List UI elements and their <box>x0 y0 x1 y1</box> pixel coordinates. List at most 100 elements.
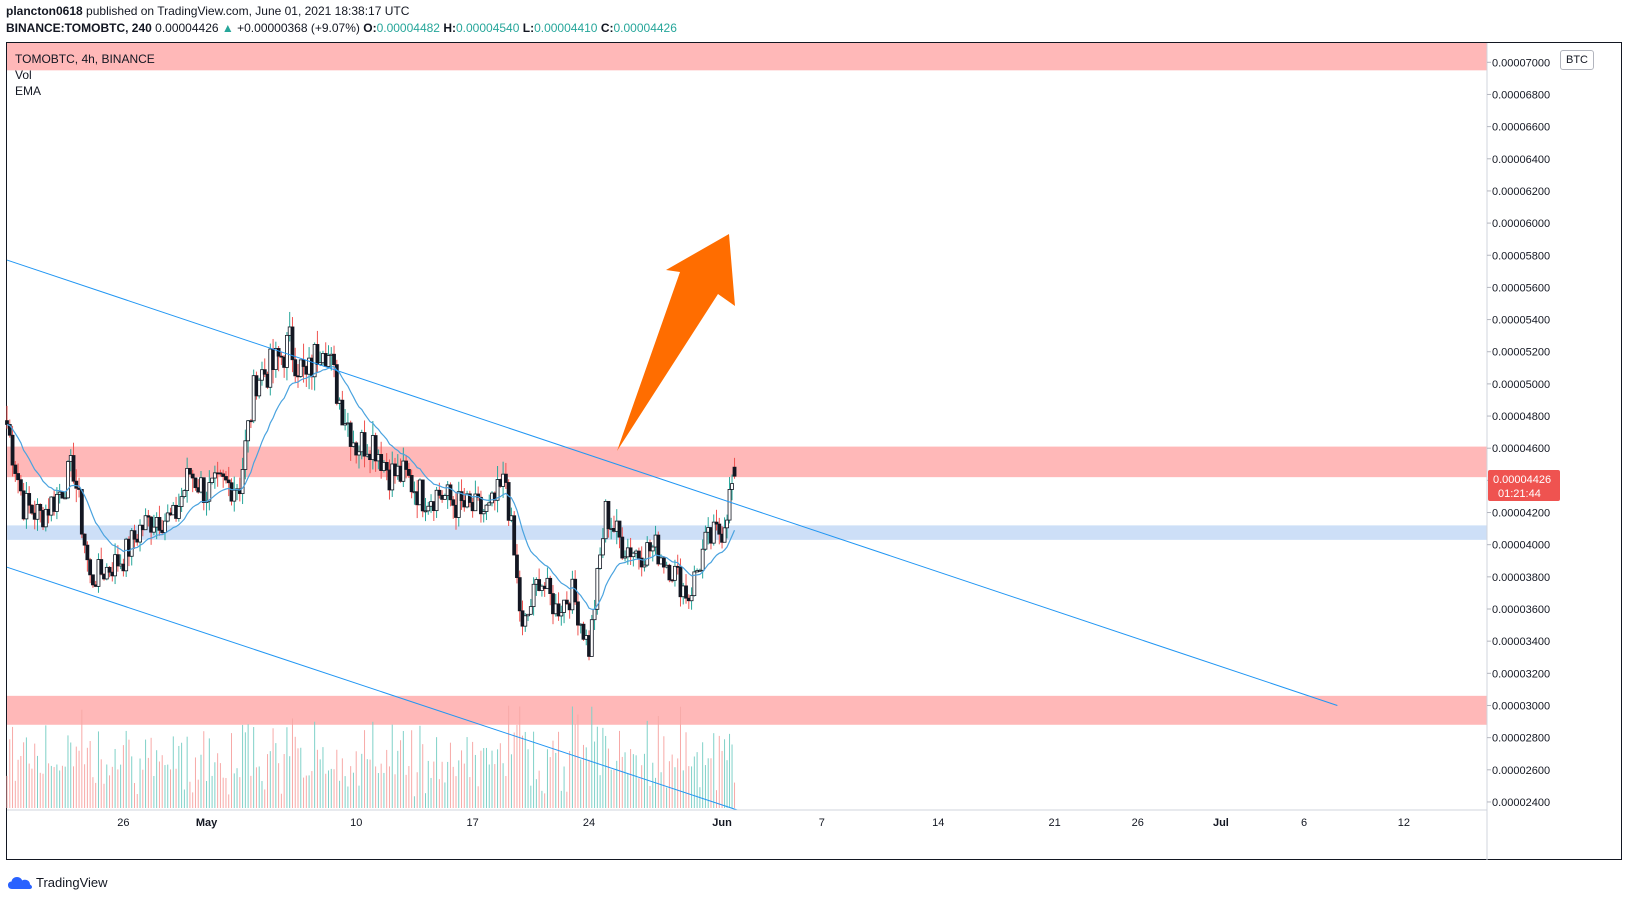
candle-body <box>149 516 154 533</box>
candle-body <box>260 369 264 381</box>
publish-info: plancton0618 published on TradingView.co… <box>6 4 409 18</box>
candle-body <box>517 577 522 612</box>
candle-body <box>589 619 594 657</box>
publish-text: published on TradingView.com, June 01, 2… <box>86 4 410 18</box>
candle-body <box>24 493 29 520</box>
trendline <box>6 566 738 811</box>
last-price: 0.00004426 <box>155 21 219 35</box>
trendline <box>6 259 1338 706</box>
candle-body <box>423 510 428 513</box>
candle-body <box>226 479 231 484</box>
candle-body <box>722 527 727 543</box>
candle-body <box>334 364 339 404</box>
legend-vol[interactable]: Vol <box>15 68 32 82</box>
candle-body <box>18 479 23 492</box>
candle-body <box>556 603 561 617</box>
candle-body <box>373 435 378 462</box>
candle-body <box>523 615 528 627</box>
candle-body <box>290 326 295 361</box>
time-axis: 26 May 10 17 24 Jun 7 14 21 26 Jul 6 12 <box>117 817 1410 829</box>
time-tick-label: 10 <box>350 817 362 829</box>
candle-body <box>248 420 253 423</box>
candles-layer <box>5 311 737 661</box>
candle-body <box>481 511 486 515</box>
candle-body <box>703 531 708 550</box>
candle-body <box>165 512 170 522</box>
zone-resistance-0 <box>7 43 1487 71</box>
candle-body <box>115 554 120 567</box>
candle-body <box>667 564 672 581</box>
candle-body <box>437 489 442 496</box>
candle-body <box>285 334 289 368</box>
price-tick-label: 0.00003800 <box>1492 572 1550 584</box>
candle-body <box>218 472 223 475</box>
ema-line <box>6 366 736 610</box>
zone-support-3 <box>7 695 1487 725</box>
currency-label[interactable]: BTC <box>1560 50 1594 70</box>
candle-body <box>38 503 43 511</box>
time-tick-label: 21 <box>1049 817 1061 829</box>
price-tick-label: 0.00007000 <box>1492 57 1550 69</box>
candle-body <box>240 469 245 495</box>
candle-body <box>143 515 148 531</box>
candle-body <box>182 490 187 497</box>
cloud-icon <box>8 876 32 889</box>
open-label: O: <box>363 21 377 35</box>
candle-body <box>157 517 162 531</box>
candle-body <box>132 530 137 540</box>
tradingview-logo[interactable]: TradingView <box>8 875 108 890</box>
price-tag-box <box>1488 470 1560 501</box>
candle-body <box>467 493 472 503</box>
candle-body <box>301 359 306 367</box>
candle-body <box>406 469 411 476</box>
candle-body <box>163 520 167 533</box>
candle-body <box>212 472 217 479</box>
price-tick-label: 0.00005800 <box>1492 250 1550 262</box>
candle-body <box>628 547 633 558</box>
price-tick-label: 0.00004000 <box>1492 540 1550 552</box>
candle-body <box>146 515 151 518</box>
candle-body <box>91 574 95 586</box>
price-tag-price: 0.00004426 <box>1493 474 1551 486</box>
candle-body <box>409 475 414 493</box>
candle-body <box>357 451 361 456</box>
symbol-line: BINANCE:TOMOBTC, 240 <box>6 21 152 35</box>
price-tick-label: 0.00003200 <box>1492 668 1550 680</box>
candle-body <box>656 534 661 565</box>
zone-support-2 <box>7 525 1487 540</box>
zones-layer <box>7 43 1487 725</box>
candle-body <box>138 524 142 543</box>
candle-body <box>592 608 597 621</box>
candle-body <box>503 473 508 483</box>
candle-body <box>562 599 566 613</box>
candle-body <box>623 556 627 559</box>
legend-title[interactable]: TOMOBTC, 4h, BINANCE <box>15 52 155 66</box>
candle-body <box>60 491 65 499</box>
candle-body <box>459 491 464 501</box>
candle-body <box>293 359 298 377</box>
price-tick-label: 0.00006600 <box>1492 122 1550 134</box>
price-tick-label: 0.00005200 <box>1492 347 1550 359</box>
candle-body <box>257 379 262 397</box>
candle-body <box>456 491 461 518</box>
candle-body <box>617 520 622 538</box>
legend-ema[interactable]: EMA <box>15 84 42 98</box>
candle-body <box>631 552 636 558</box>
candle-body <box>606 500 611 530</box>
chart-frame <box>6 42 1622 860</box>
candle-body <box>434 489 439 512</box>
candle-body <box>645 542 650 566</box>
candle-body <box>27 493 32 506</box>
candle-body <box>390 463 395 491</box>
time-tick-label: 26 <box>1132 817 1144 829</box>
candle-body <box>642 564 647 568</box>
candle-body <box>176 506 181 519</box>
price-change: +0.00000368 (+9.07%) <box>237 21 360 35</box>
candle-body <box>246 420 251 442</box>
candle-body <box>276 348 281 357</box>
candle-body <box>7 424 12 436</box>
time-tick-label: 12 <box>1398 817 1410 829</box>
candle-body <box>487 502 492 506</box>
author-name[interactable]: plancton0618 <box>6 4 83 18</box>
